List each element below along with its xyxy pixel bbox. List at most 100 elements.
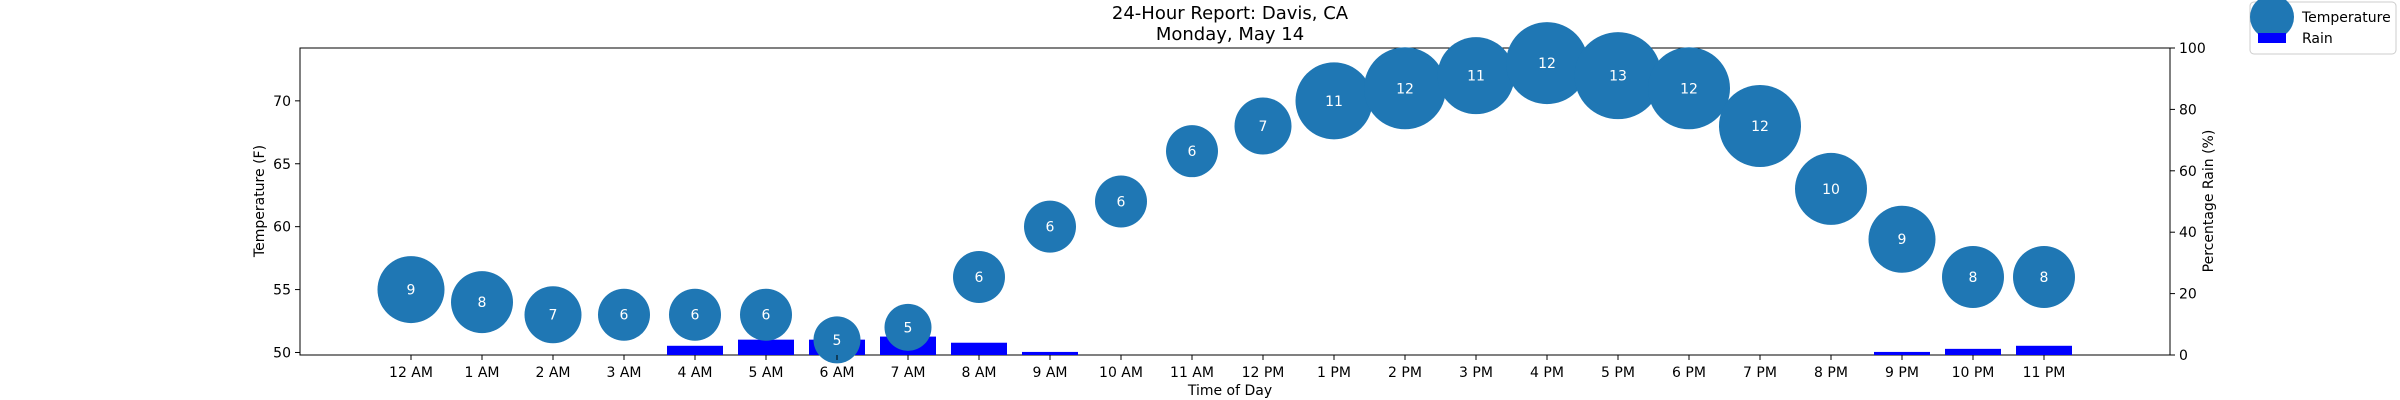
x-tick-label: 9 AM	[1032, 365, 1067, 381]
y-axis-label: Temperature (F)	[252, 145, 268, 258]
legend-temperature-label: Temperature	[2301, 10, 2391, 26]
bubble-label: 11	[1467, 69, 1485, 85]
temperature-bubbles: 9 8 7 6 6 6 5 5 6 6 6 6 7 11 12 11 12 13 12 12 10 9 8 8	[377, 22, 2075, 364]
bubble-label: 9	[407, 283, 416, 299]
bubble-label: 6	[762, 308, 771, 324]
temperature-bubble	[669, 288, 721, 341]
plot-area	[299, 47, 2171, 356]
temperature-bubble	[1574, 32, 1662, 120]
bubble-label: 12	[1396, 81, 1414, 97]
x-tick-label: 3 PM	[1459, 365, 1493, 381]
y-tick-label: 50	[273, 345, 291, 361]
bubble-label: 12	[1680, 81, 1698, 97]
x-tick-label: 8 AM	[961, 365, 996, 381]
rain-bar	[1022, 351, 1078, 355]
x-tick-label: 7 PM	[1743, 365, 1777, 381]
temperature-bubble	[813, 316, 861, 364]
rain-bar	[667, 345, 723, 355]
temperature-bubble	[884, 303, 932, 351]
bubble-label: 6	[1117, 195, 1126, 211]
temperature-bubble	[1719, 85, 1801, 168]
y2-tick-label: 40	[2179, 225, 2197, 241]
rain-bar	[1945, 348, 2001, 355]
temperature-bubble	[953, 250, 1005, 303]
x-tick-label: 3 AM	[606, 365, 641, 381]
y2-tick-label: 100	[2179, 41, 2206, 57]
temperature-bubble	[1364, 47, 1446, 130]
bubble-label: 5	[904, 320, 913, 336]
bubble-label: 8	[1969, 270, 1978, 286]
bubble-label: 11	[1325, 94, 1343, 110]
temperature-bubble	[740, 288, 792, 341]
temperature-bubble	[1942, 245, 2004, 308]
temperature-bubble	[1506, 22, 1588, 105]
bubble-label: 9	[1898, 232, 1907, 248]
legend-rain-marker	[2258, 33, 2286, 43]
bubble-label: 12	[1751, 119, 1769, 135]
bubble-label: 6	[1188, 144, 1197, 160]
rain-bar	[2016, 345, 2072, 355]
x-tick-label: 10 PM	[1952, 365, 1995, 381]
temperature-bubble	[377, 256, 445, 324]
x-tick-label: 10 AM	[1099, 365, 1143, 381]
y-axis-ticks: 50 55 60 65 70	[273, 94, 300, 361]
x-tick-label: 5 AM	[748, 365, 783, 381]
bubble-label: 6	[975, 270, 984, 286]
x-tick-label: 11 AM	[1170, 365, 1214, 381]
rain-bars	[667, 336, 2072, 355]
x-axis-label: Time of Day	[1187, 383, 1272, 399]
bubble-label: 6	[691, 308, 700, 324]
bubble-label: 8	[2040, 270, 2049, 286]
temperature-bubble	[1166, 125, 1218, 178]
temperature-bubble	[1234, 97, 1292, 155]
x-tick-label: 12 AM	[389, 365, 433, 381]
y2-axis-label: Percentage Rain (%)	[2201, 130, 2217, 273]
bubble-label: 7	[1259, 119, 1268, 135]
x-tick-label: 11 PM	[2023, 365, 2066, 381]
temperature-bubble	[1868, 205, 1936, 273]
x-tick-label: 4 AM	[677, 365, 712, 381]
x-tick-label: 1 AM	[464, 365, 499, 381]
temperature-bubble	[1437, 37, 1515, 115]
bubble-label: 8	[478, 295, 487, 311]
bubble-label: 13	[1609, 69, 1627, 85]
temperature-bubble	[1095, 175, 1147, 228]
temperature-bubble	[2013, 245, 2075, 308]
temperature-bubble	[1795, 152, 1867, 225]
x-tick-label: 2 PM	[1388, 365, 1422, 381]
temperature-bubble	[1648, 47, 1730, 130]
chart-subtitle: Monday, May 14	[1156, 24, 1304, 45]
x-tick-label: 2 AM	[535, 365, 570, 381]
x-tick-label: 1 PM	[1317, 365, 1351, 381]
bubble-label: 6	[620, 308, 629, 324]
temperature-bubble	[598, 288, 650, 341]
y-tick-label: 60	[273, 220, 291, 236]
x-tick-label: 5 PM	[1601, 365, 1635, 381]
temperature-bubble	[1295, 62, 1373, 140]
y2-tick-label: 80	[2179, 102, 2197, 118]
chart-title: 24-Hour Report: Davis, CA	[1112, 3, 1349, 24]
legend-temperature-marker	[2250, 0, 2294, 39]
y2-tick-label: 0	[2179, 348, 2188, 364]
bubble-label: 5	[833, 333, 842, 349]
legend: Temperature Rain	[2249, 0, 2397, 55]
x-tick-label: 7 AM	[890, 365, 925, 381]
x-axis-ticks: 12 AM 1 AM 2 AM 3 AM 4 AM 5 AM 6 AM 7 AM 8 AM 9 A…	[389, 355, 2065, 381]
y2-axis-ticks: 0 20 40 60 80 100	[2170, 41, 2206, 364]
y-tick-label: 65	[273, 157, 291, 173]
x-tick-label: 12 PM	[1242, 365, 1285, 381]
bubble-label: 7	[549, 308, 558, 324]
x-tick-label: 6 PM	[1672, 365, 1706, 381]
bubble-label: 10	[1822, 182, 1840, 198]
y-tick-label: 55	[273, 283, 291, 299]
y2-tick-label: 60	[2179, 164, 2197, 180]
x-tick-label: 8 PM	[1814, 365, 1848, 381]
temperature-bubble	[451, 271, 513, 334]
rain-bar	[738, 339, 794, 355]
y-tick-label: 70	[273, 94, 291, 110]
y2-tick-label: 20	[2179, 287, 2197, 303]
rain-bar	[1874, 351, 1930, 355]
bubble-label: 6	[1046, 220, 1055, 236]
x-tick-label: 9 PM	[1885, 365, 1919, 381]
